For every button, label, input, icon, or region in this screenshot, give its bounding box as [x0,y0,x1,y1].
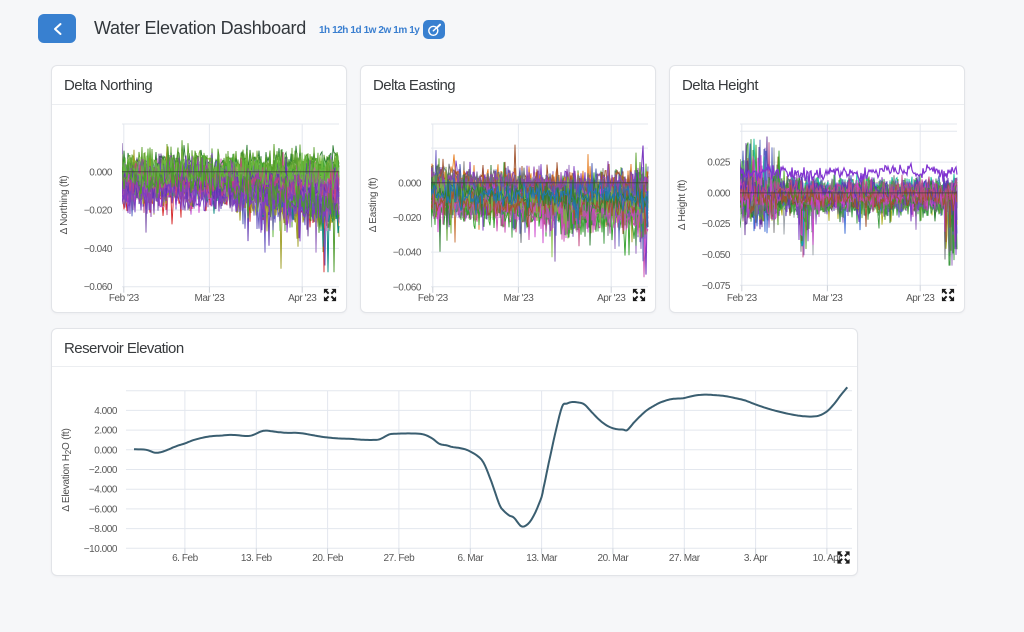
svg-text:Feb '23: Feb '23 [109,293,140,304]
svg-text:0.000: 0.000 [89,167,113,178]
svg-text:Mar '23: Mar '23 [503,293,534,304]
svg-text:13. Mar: 13. Mar [526,553,558,564]
svg-text:−0.020: −0.020 [84,206,113,217]
svg-text:−0.075: −0.075 [702,281,731,292]
svg-text:2.000: 2.000 [94,426,118,437]
svg-text:Δ Easting (ft): Δ Easting (ft) [368,178,379,232]
svg-text:20. Mar: 20. Mar [598,553,630,564]
svg-text:Δ Height (ft): Δ Height (ft) [677,180,688,230]
svg-text:Feb '23: Feb '23 [418,293,449,304]
svg-text:−0.050: −0.050 [702,250,731,261]
svg-text:13. Feb: 13. Feb [241,553,273,564]
svg-text:6. Feb: 6. Feb [172,553,199,564]
svg-text:−0.060: −0.060 [84,282,113,293]
svg-text:27. Mar: 27. Mar [669,553,701,564]
svg-text:−0.060: −0.060 [393,282,422,293]
svg-text:6. Mar: 6. Mar [457,553,484,564]
svg-text:−6.000: −6.000 [89,504,118,515]
svg-text:−0.025: −0.025 [702,219,731,230]
svg-text:0.000: 0.000 [398,178,422,189]
svg-text:4.000: 4.000 [94,406,118,417]
svg-text:Mar '23: Mar '23 [194,293,225,304]
svg-text:0.025: 0.025 [707,158,731,169]
svg-text:10. Apr: 10. Apr [813,553,843,564]
svg-text:Apr '23: Apr '23 [288,293,317,304]
svg-text:20. Feb: 20. Feb [312,553,344,564]
svg-text:−0.020: −0.020 [393,213,422,224]
svg-text:−2.000: −2.000 [89,465,118,476]
svg-text:Feb '23: Feb '23 [727,293,758,304]
svg-text:Mar '23: Mar '23 [812,293,843,304]
svg-text:Δ Elevation H2O (ft): Δ Elevation H2O (ft) [61,428,73,511]
svg-text:−0.040: −0.040 [84,244,113,255]
svg-text:Δ Northing (ft): Δ Northing (ft) [59,176,70,235]
svg-text:3. Apr: 3. Apr [744,553,769,564]
svg-text:27. Feb: 27. Feb [384,553,416,564]
svg-text:−0.040: −0.040 [393,248,422,259]
svg-text:−8.000: −8.000 [89,524,118,535]
svg-text:0.000: 0.000 [94,445,118,456]
svg-text:Apr '23: Apr '23 [597,293,626,304]
svg-text:−4.000: −4.000 [89,485,118,496]
svg-text:−10.000: −10.000 [84,544,118,555]
svg-text:0.000: 0.000 [707,188,731,199]
svg-text:Apr '23: Apr '23 [906,293,935,304]
